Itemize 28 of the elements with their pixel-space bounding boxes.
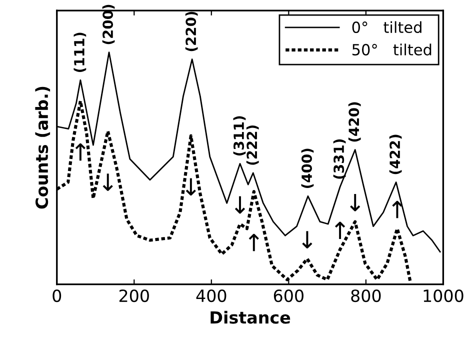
annotation: (311) (233, 116, 246, 156)
annotation: (111) (74, 32, 86, 72)
x-tick-label: 800 (351, 289, 381, 302)
annotation: (400) (301, 148, 314, 188)
annotation: (222) (246, 126, 259, 165)
x-tick-label: 600 (274, 289, 304, 302)
annotation: (420) (348, 102, 361, 142)
annotation: ↓ (302, 231, 312, 248)
annotation: ↑ (392, 200, 402, 218)
annotation: (200) (102, 4, 115, 44)
annotation: (422) (389, 134, 402, 174)
annotation: ↑ (75, 143, 86, 161)
annotation: ↓ (234, 196, 246, 214)
y-axis-title: Counts (arb.) (35, 86, 50, 209)
annotation: ↓ (102, 174, 113, 191)
legend-label: 50° tilted (352, 44, 432, 56)
annotation: ↑ (334, 222, 346, 240)
annotation: (220) (185, 12, 198, 52)
x-tick-label: 0 (52, 289, 62, 302)
x-tick-label: 400 (196, 289, 226, 302)
annotation: ↓ (350, 194, 360, 212)
annotation: (331) (333, 139, 346, 179)
annotation: ↑ (248, 234, 259, 252)
x-axis-title: Distance (210, 310, 290, 324)
x-tick-label: 1000 (424, 289, 464, 302)
x-tick-label: 200 (119, 289, 149, 302)
legend-label: 0° tilted (352, 21, 422, 34)
annotation: ↓ (186, 178, 196, 196)
